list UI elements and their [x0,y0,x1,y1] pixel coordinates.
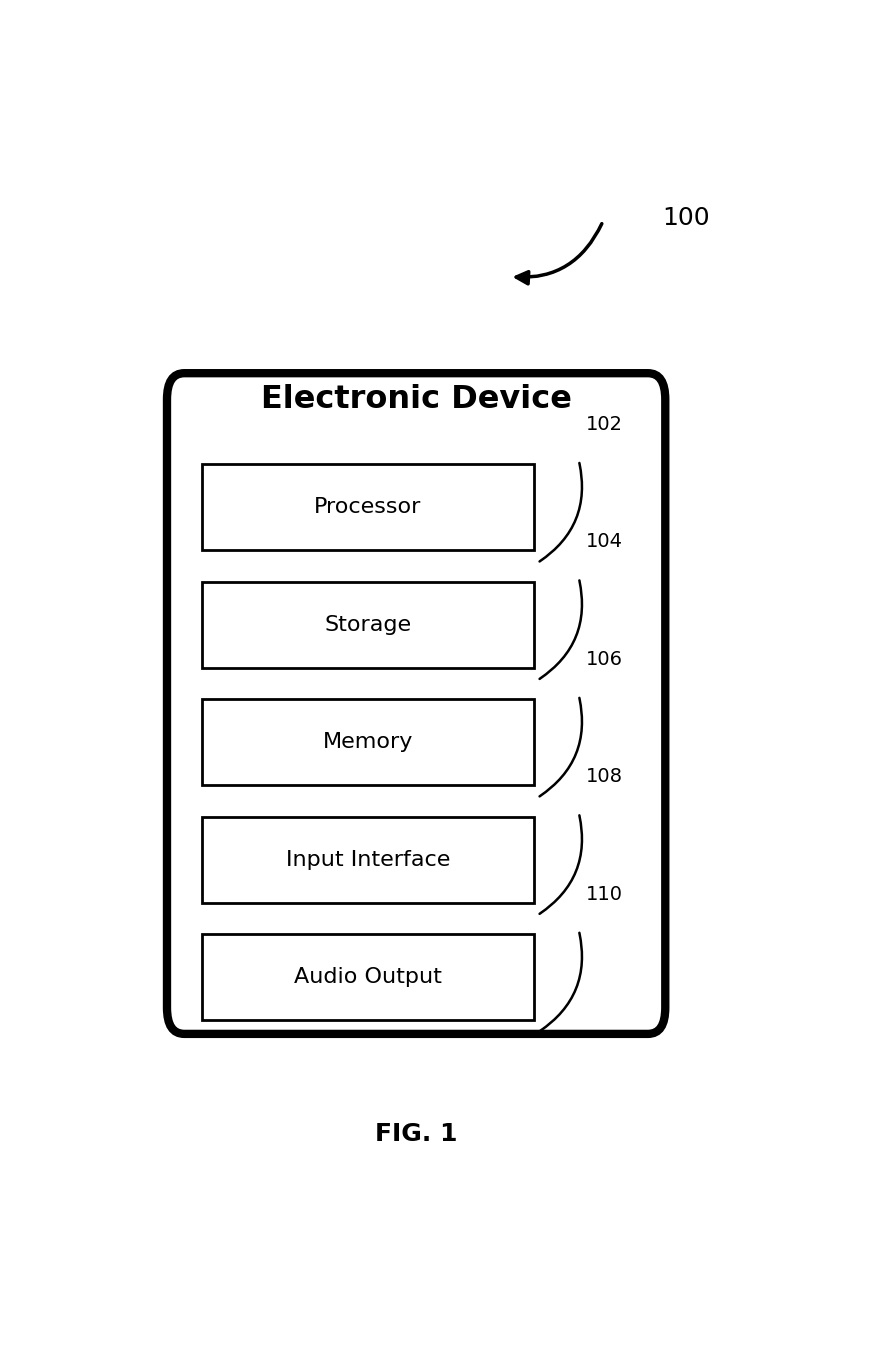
FancyArrowPatch shape [516,223,602,283]
Text: Audio Output: Audio Output [294,967,442,987]
Text: 102: 102 [586,415,622,434]
Bar [202,464,534,550]
Bar [202,934,534,1020]
Text: 106: 106 [586,650,622,669]
Text: Electronic Device: Electronic Device [261,384,572,415]
Text: 108: 108 [586,767,622,786]
Text: Memory: Memory [322,733,413,752]
Bar [202,582,534,667]
Bar [202,817,534,903]
Bar [202,699,534,786]
Text: Input Interface: Input Interface [286,850,450,870]
FancyArrowPatch shape [539,580,582,678]
Text: Processor: Processor [314,497,421,518]
Text: 100: 100 [662,206,709,230]
Text: 104: 104 [586,533,622,552]
FancyBboxPatch shape [167,373,665,1034]
FancyArrowPatch shape [539,697,582,797]
Text: FIG. 1: FIG. 1 [375,1121,457,1145]
FancyArrowPatch shape [539,463,582,561]
Text: Storage: Storage [324,614,412,635]
FancyArrowPatch shape [539,933,582,1031]
Text: 110: 110 [586,885,622,904]
FancyArrowPatch shape [539,816,582,914]
